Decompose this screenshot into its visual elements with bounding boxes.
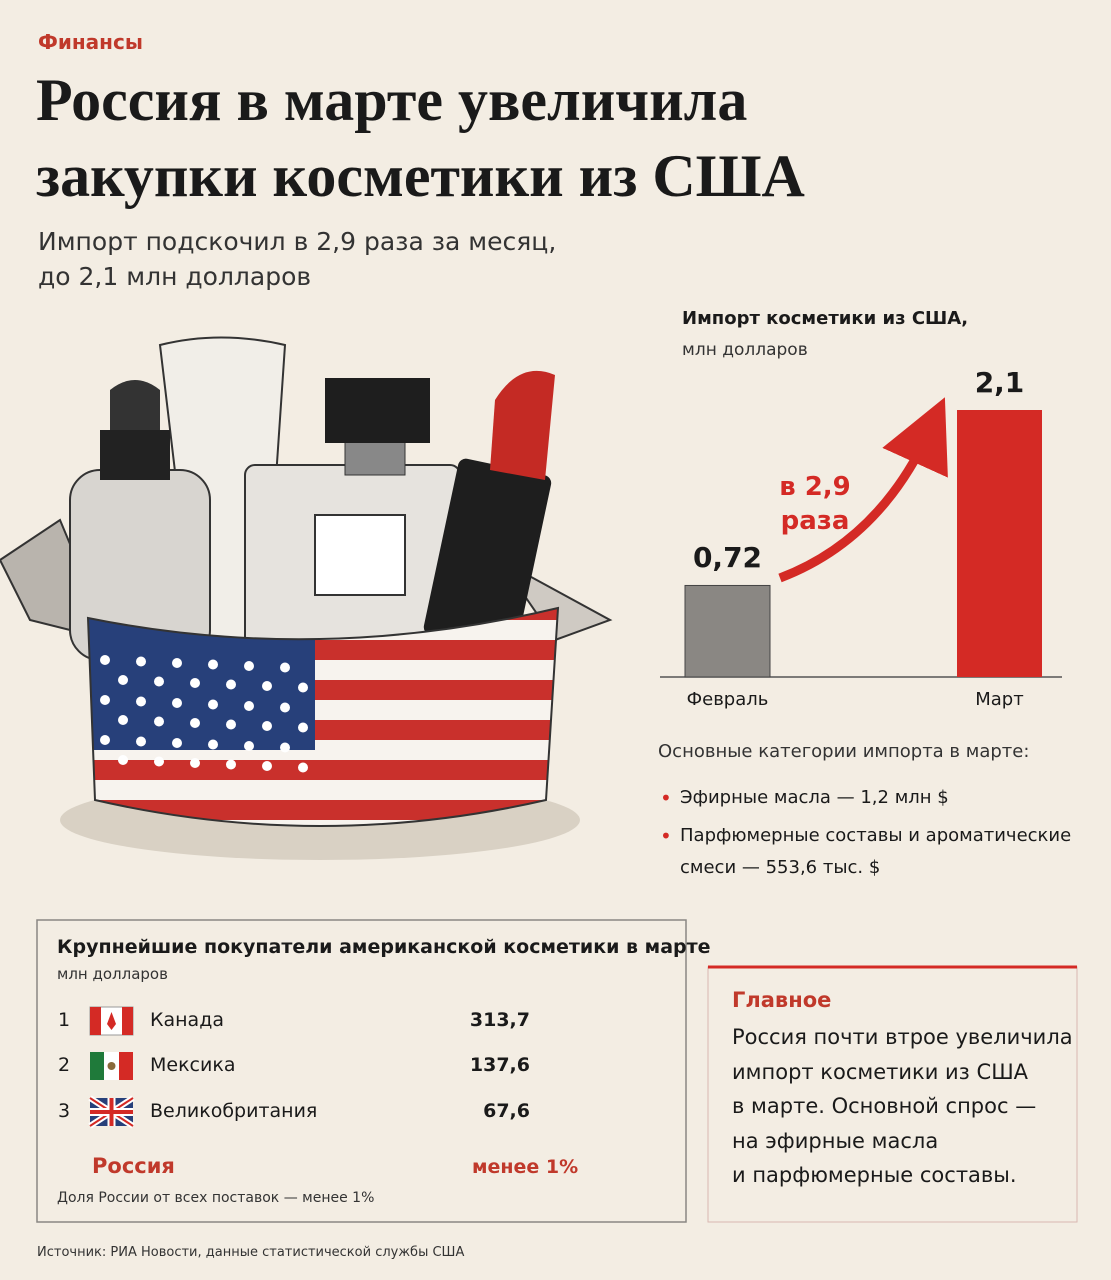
star <box>262 681 272 691</box>
bullet: • <box>660 824 672 848</box>
star <box>280 742 290 753</box>
star <box>172 698 182 708</box>
value: 137,6 <box>469 1054 530 1076</box>
x-tick-label: Март <box>975 689 1024 710</box>
star <box>100 695 110 705</box>
value: 313,7 <box>469 1009 530 1031</box>
star <box>172 658 182 668</box>
stripe <box>88 800 558 820</box>
star <box>190 678 200 688</box>
star <box>298 762 308 773</box>
main-line: импорт косметики из США <box>732 1059 1029 1084</box>
russia-name: Россия <box>92 1154 175 1178</box>
table-title: Крупнейшие покупатели американской косме… <box>57 936 711 958</box>
main-title: Главное <box>732 988 832 1012</box>
x-tick-label: Февраль <box>686 689 769 710</box>
star <box>262 721 272 731</box>
flag-uk <box>88 1095 135 1129</box>
star <box>208 739 218 750</box>
table-box <box>36 919 687 1223</box>
star <box>244 741 254 751</box>
section: Финансы <box>38 30 143 54</box>
star <box>136 736 146 747</box>
flag-canada <box>89 1006 134 1036</box>
value: 67,6 <box>483 1100 530 1122</box>
star <box>280 702 290 713</box>
country: Великобритания <box>150 1100 318 1122</box>
illustration <box>0 336 613 860</box>
star <box>244 701 254 711</box>
star <box>172 738 182 748</box>
category-item: Эфирные масла — 1,2 млн $ <box>680 787 949 808</box>
value-label: 2,1 <box>974 366 1025 399</box>
value-label: 0,72 <box>692 541 763 575</box>
annotation: в 2,9 раза <box>779 472 851 536</box>
subtitle: Импорт подскочил в 2,9 раза за месяц, до… <box>38 227 557 291</box>
chart-subtitle: млн долларов <box>682 340 808 360</box>
star <box>208 659 218 670</box>
main-line: в марте. Основной спрос — <box>732 1094 1037 1118</box>
star <box>280 662 290 673</box>
star <box>226 719 236 730</box>
star <box>154 716 164 727</box>
chart-title: Импорт косметики из США, <box>682 308 969 329</box>
main-line: Россия почти втрое увеличила <box>732 1025 1073 1049</box>
rank: 3 <box>58 1100 71 1122</box>
russia-value: менее 1% <box>472 1156 579 1178</box>
star <box>190 758 200 768</box>
source: Источник: РИА Новости, данные статистиче… <box>37 1245 465 1260</box>
flag-mexico <box>90 1052 133 1080</box>
star <box>262 761 272 771</box>
bar <box>957 410 1042 677</box>
bar <box>684 584 771 678</box>
star <box>154 756 164 767</box>
star <box>154 676 164 687</box>
star <box>244 661 254 671</box>
bullet: • <box>660 786 672 810</box>
categories-title: Основные категории импорта в марте: <box>658 741 1030 762</box>
title: Россия в марте увеличила закупки космети… <box>36 67 805 209</box>
star <box>190 718 200 728</box>
rank: 2 <box>58 1054 71 1076</box>
star <box>226 679 236 690</box>
star <box>100 735 110 745</box>
growth-arrow <box>778 397 948 583</box>
category-item: Парфюмерные составы и ароматические смес… <box>680 825 1072 878</box>
star <box>136 656 146 667</box>
rank: 1 <box>58 1009 71 1031</box>
country: Канада <box>150 1009 224 1031</box>
star <box>298 722 308 733</box>
table-unit: млн долларов <box>57 965 168 983</box>
star <box>136 696 146 707</box>
table-note: Доля России от всех поставок — менее 1% <box>57 1190 375 1206</box>
star <box>100 655 110 665</box>
star <box>118 675 128 685</box>
star <box>208 699 218 710</box>
country: Мексика <box>150 1054 236 1076</box>
stripe <box>88 760 558 780</box>
star <box>118 715 128 725</box>
star <box>298 682 308 693</box>
main-line: на эфирные масла <box>732 1128 939 1153</box>
star <box>226 759 236 770</box>
main-line: и парфюмерные составы. <box>732 1163 1017 1187</box>
star <box>118 755 128 765</box>
